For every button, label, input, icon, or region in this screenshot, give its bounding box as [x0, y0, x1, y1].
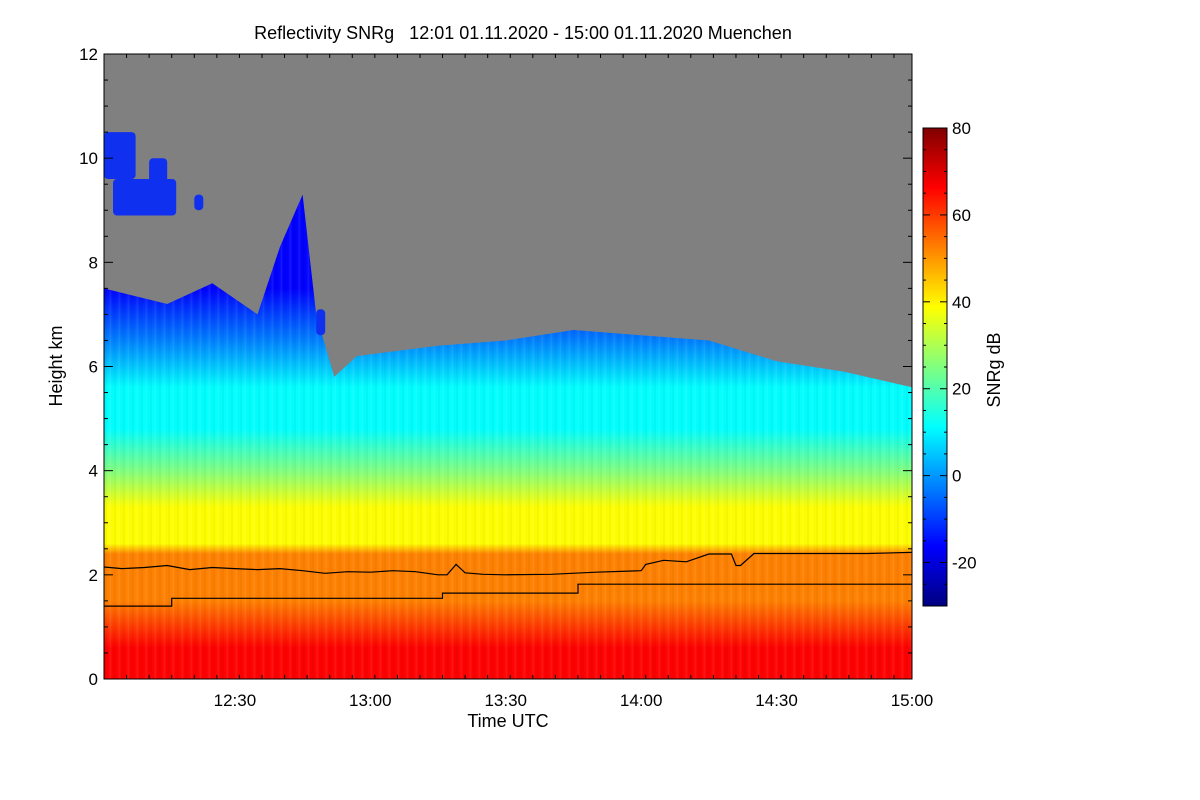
- colorbar-ramp: [922, 127, 948, 607]
- colorbar: -20 0 20 40 60 80 SNRg dB: [922, 119, 1004, 607]
- y-tick-label: 4: [89, 462, 98, 481]
- series-line-1: [104, 551, 912, 576]
- colorbar-tick-label: 40: [952, 293, 971, 312]
- colorbar-tick-label: 80: [952, 119, 971, 138]
- y-tick-label: 2: [89, 566, 98, 585]
- colorbar-ticks: -20 0 20 40 60 80: [923, 119, 977, 607]
- x-axis: 12:30 13:00 13:30 14:00 14:30 15:00: [103, 54, 934, 710]
- upper-cloud-patch: [194, 194, 204, 211]
- plot-area: [103, 53, 913, 680]
- series-layer: [104, 551, 912, 607]
- colorbar-tick-label: 20: [952, 380, 971, 399]
- x-tick-label: 14:00: [620, 691, 663, 710]
- upper-cloud-layer: [104, 132, 326, 336]
- upper-cloud-patch: [113, 179, 177, 216]
- chart-title: Reflectivity SNRg 12:01 01.11.2020 - 15:…: [254, 23, 792, 43]
- x-tick-label: 13:00: [349, 691, 392, 710]
- x-tick-label: 12:30: [214, 691, 257, 710]
- y-tick-label: 0: [89, 670, 98, 689]
- upper-cloud-patch: [104, 132, 136, 179]
- x-tick-label: 14:30: [755, 691, 798, 710]
- y-tick-label: 12: [79, 45, 98, 64]
- colorbar-tick-label: -20: [952, 554, 977, 573]
- colorbar-tick-label: 0: [952, 467, 961, 486]
- x-axis-label: Time UTC: [467, 711, 548, 731]
- y-tick-label: 8: [89, 253, 98, 272]
- y-axis: 0 2 4 6 8 10 12: [79, 45, 912, 689]
- colorbar-label: SNRg dB: [984, 332, 1004, 407]
- y-tick-label: 10: [79, 149, 98, 168]
- signal-texture: [104, 194, 912, 679]
- upper-cloud-patch: [316, 309, 326, 336]
- upper-cloud-patch: [149, 158, 168, 185]
- y-tick-label: 6: [89, 358, 98, 377]
- colorbar-tick-label: 60: [952, 206, 971, 225]
- x-tick-label: 13:30: [484, 691, 527, 710]
- y-axis-label: Height km: [46, 325, 66, 406]
- x-tick-label: 15:00: [891, 691, 934, 710]
- series-line-2: [104, 583, 912, 607]
